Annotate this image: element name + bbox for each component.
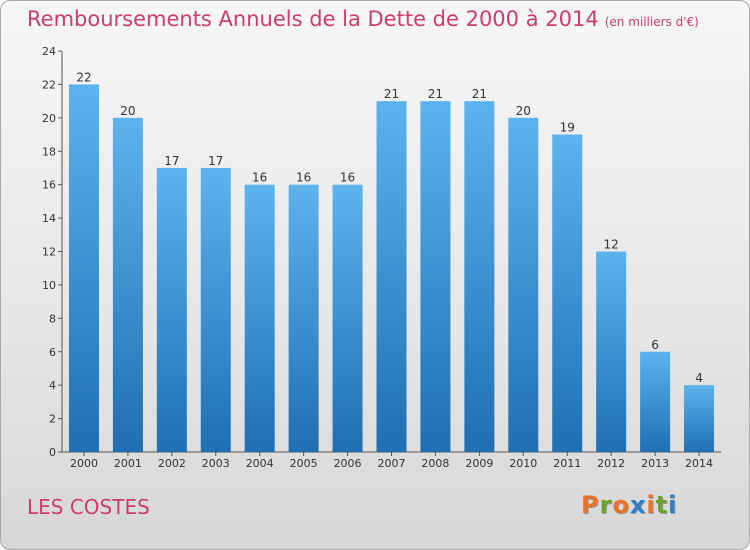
x-tick-label: 2012	[597, 457, 625, 470]
logo-letter: o	[612, 491, 630, 519]
bar-value-label: 17	[164, 154, 179, 168]
x-tick-label: 2005	[290, 457, 318, 470]
bar	[508, 117, 539, 452]
bar	[244, 184, 275, 452]
bar-value-label: 16	[252, 171, 267, 185]
x-tick-label: 2000	[70, 457, 98, 470]
bar	[156, 167, 187, 453]
bar	[464, 101, 495, 452]
x-tick-label: 2002	[158, 457, 186, 470]
chart-title-text: Remboursements Annuels de la Dette de 20…	[27, 7, 599, 31]
bar-value-label: 16	[296, 171, 311, 185]
y-tick-label: 16	[42, 179, 56, 192]
bar-value-label: 21	[472, 87, 487, 101]
proxiti-logo: Proxiti	[581, 491, 677, 519]
logo-letter: i	[646, 491, 656, 519]
x-tick-label: 2013	[641, 457, 669, 470]
bar-value-label: 22	[76, 70, 91, 84]
y-tick-label: 10	[42, 279, 56, 292]
bar-value-label: 12	[604, 238, 619, 252]
logo-letter: t	[655, 491, 669, 519]
y-tick-label: 14	[42, 212, 56, 225]
y-tick-label: 12	[42, 246, 56, 259]
chart-subtitle: (en milliers d'€)	[604, 15, 699, 29]
logo-letter: x	[629, 491, 647, 519]
bar	[684, 385, 715, 452]
logo-letter: P	[581, 491, 600, 519]
x-tick-label: 2004	[246, 457, 274, 470]
bar	[420, 101, 451, 452]
y-tick-label: 0	[49, 446, 56, 459]
x-tick-label: 2014	[685, 457, 713, 470]
x-tick-label: 2008	[421, 457, 449, 470]
y-tick-label: 8	[49, 312, 56, 325]
x-tick-label: 2007	[378, 457, 406, 470]
y-tick-label: 24	[42, 45, 56, 58]
chart-title: Remboursements Annuels de la Dette de 20…	[27, 7, 699, 31]
bar	[640, 351, 671, 452]
x-tick-label: 2001	[114, 457, 142, 470]
commune-name: LES COSTES	[27, 495, 150, 519]
bar-value-label: 20	[516, 104, 531, 118]
bar-value-label: 20	[120, 104, 135, 118]
y-tick-label: 6	[49, 346, 56, 359]
x-tick-label: 2009	[465, 457, 493, 470]
bar	[288, 184, 319, 452]
bar	[68, 84, 99, 453]
y-tick-label: 18	[42, 145, 56, 158]
bar	[596, 251, 627, 452]
logo-letter: i	[668, 491, 678, 519]
bar-value-label: 19	[560, 121, 575, 135]
bar-value-label: 21	[384, 87, 399, 101]
y-tick-label: 22	[42, 78, 56, 91]
y-tick-label: 20	[42, 112, 56, 125]
bar-value-label: 16	[340, 171, 355, 185]
bar	[552, 134, 583, 452]
y-tick-label: 2	[49, 413, 56, 426]
x-tick-label: 2003	[202, 457, 230, 470]
bar-value-label: 21	[428, 87, 443, 101]
bar-value-label: 17	[208, 154, 223, 168]
x-tick-label: 2006	[334, 457, 362, 470]
bar	[112, 117, 143, 452]
bar-value-label: 6	[651, 338, 659, 352]
y-tick-label: 4	[49, 379, 56, 392]
bar-value-label: 4	[695, 371, 703, 385]
bar	[200, 167, 231, 453]
x-tick-label: 2011	[553, 457, 581, 470]
logo-letter: r	[599, 491, 613, 519]
bar	[376, 101, 407, 452]
x-tick-label: 2010	[509, 457, 537, 470]
bar	[332, 184, 363, 452]
